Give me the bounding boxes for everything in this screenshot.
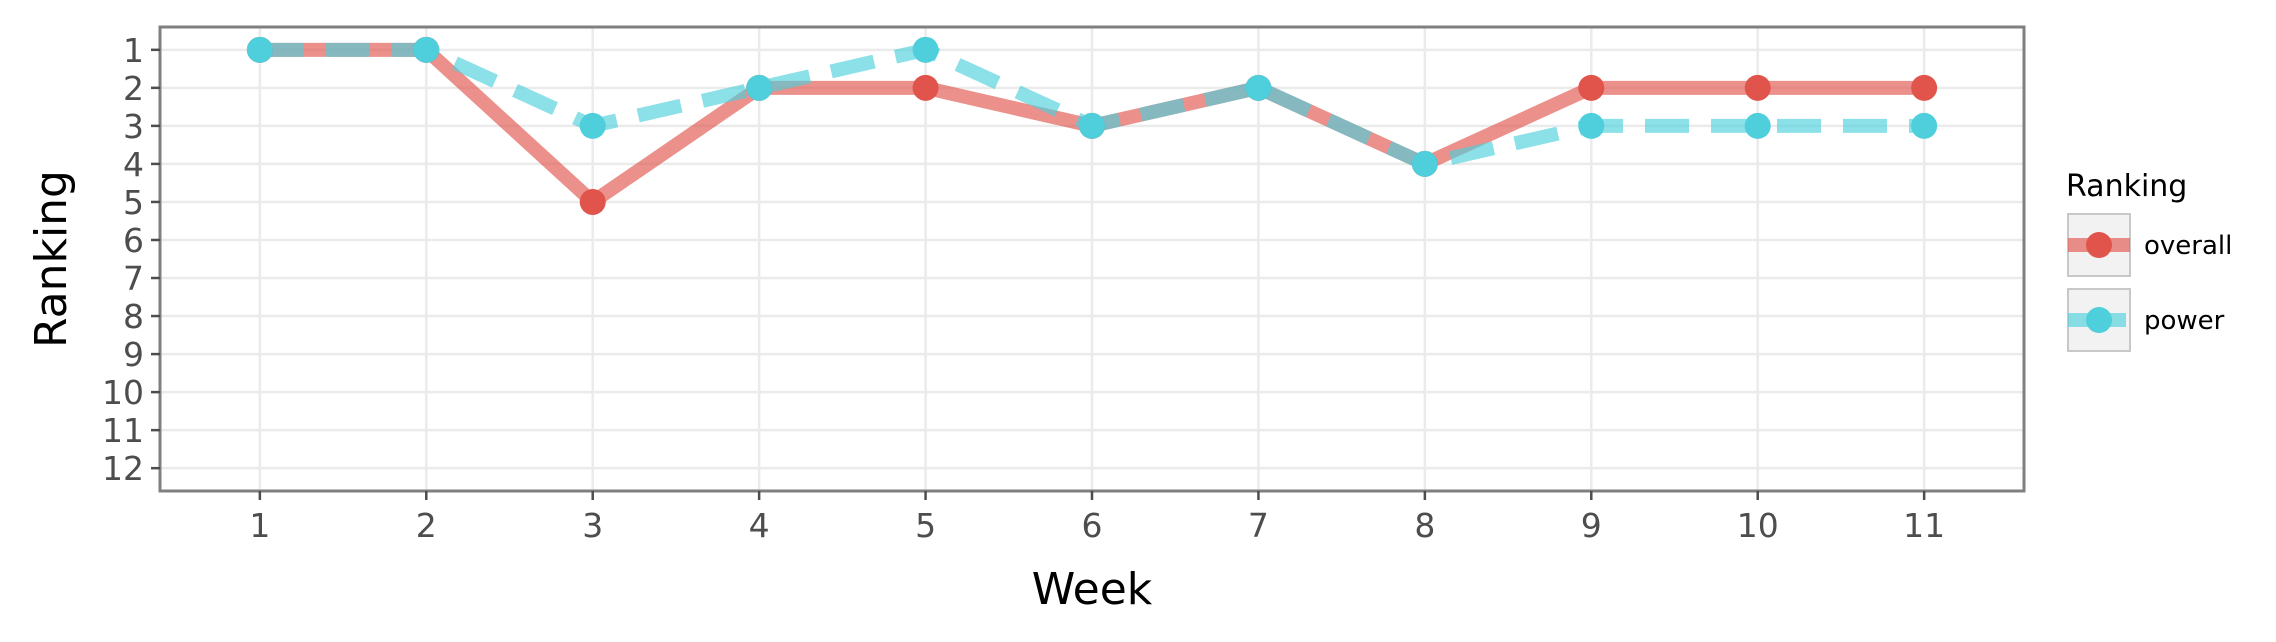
y-tick-label: 8: [123, 297, 144, 336]
legend-key-point: [2086, 232, 2112, 258]
data-point-power: [1411, 150, 1438, 177]
data-point-power: [246, 36, 273, 63]
legend-label: power: [2144, 306, 2225, 336]
data-point-power: [912, 36, 939, 63]
y-tick-label: 2: [123, 69, 144, 108]
data-point-power: [413, 36, 440, 63]
x-tick-label: 2: [416, 506, 437, 545]
data-points: [246, 36, 1938, 215]
x-tick-label: 6: [1082, 506, 1103, 545]
y-tick-label: 4: [123, 145, 144, 184]
legend-label: overall: [2144, 231, 2232, 261]
legend-title: Ranking: [2066, 169, 2187, 204]
y-tick-label: 1: [123, 31, 144, 70]
data-point-power: [579, 112, 606, 139]
data-point-overall: [1911, 74, 1938, 101]
y-tick-label: 10: [102, 373, 144, 412]
y-tick-label: 11: [102, 411, 144, 450]
data-point-power: [1744, 112, 1771, 139]
legend: Ranking overall power: [2066, 169, 2232, 352]
data-point-overall: [579, 188, 606, 215]
x-tick-label: 7: [1248, 506, 1269, 545]
y-tick-label: 7: [123, 259, 144, 298]
x-tick-label: 8: [1414, 506, 1435, 545]
legend-item-power: power: [2067, 288, 2225, 352]
data-point-power: [1911, 112, 1938, 139]
data-point-power: [746, 74, 773, 101]
x-axis-title: Week: [1032, 564, 1153, 615]
x-tick-label: 9: [1581, 506, 1602, 545]
y-axis-title: Ranking: [26, 170, 77, 348]
data-point-overall: [912, 74, 939, 101]
x-tick-label: 3: [582, 506, 603, 545]
y-tick-label: 5: [123, 183, 144, 222]
data-point-power: [1245, 74, 1272, 101]
y-tick-label: 3: [123, 107, 144, 146]
data-point-overall: [1578, 74, 1605, 101]
x-tick-label: 4: [749, 506, 770, 545]
x-tick-label: 1: [249, 506, 270, 545]
y-tick-label: 6: [123, 221, 144, 260]
x-tick-label: 11: [1903, 506, 1945, 545]
y-tick-label: 9: [123, 335, 144, 374]
data-point-power: [1578, 112, 1605, 139]
legend-items: overall power: [2067, 213, 2232, 352]
grid: [160, 27, 2024, 491]
data-point-overall: [1744, 74, 1771, 101]
legend-key-point: [2086, 307, 2112, 333]
x-tick-label: 10: [1737, 506, 1779, 545]
y-tick-label: 12: [102, 449, 144, 488]
legend-item-overall: overall: [2067, 213, 2232, 277]
x-tick-label: 5: [915, 506, 936, 545]
data-point-power: [1079, 112, 1105, 139]
